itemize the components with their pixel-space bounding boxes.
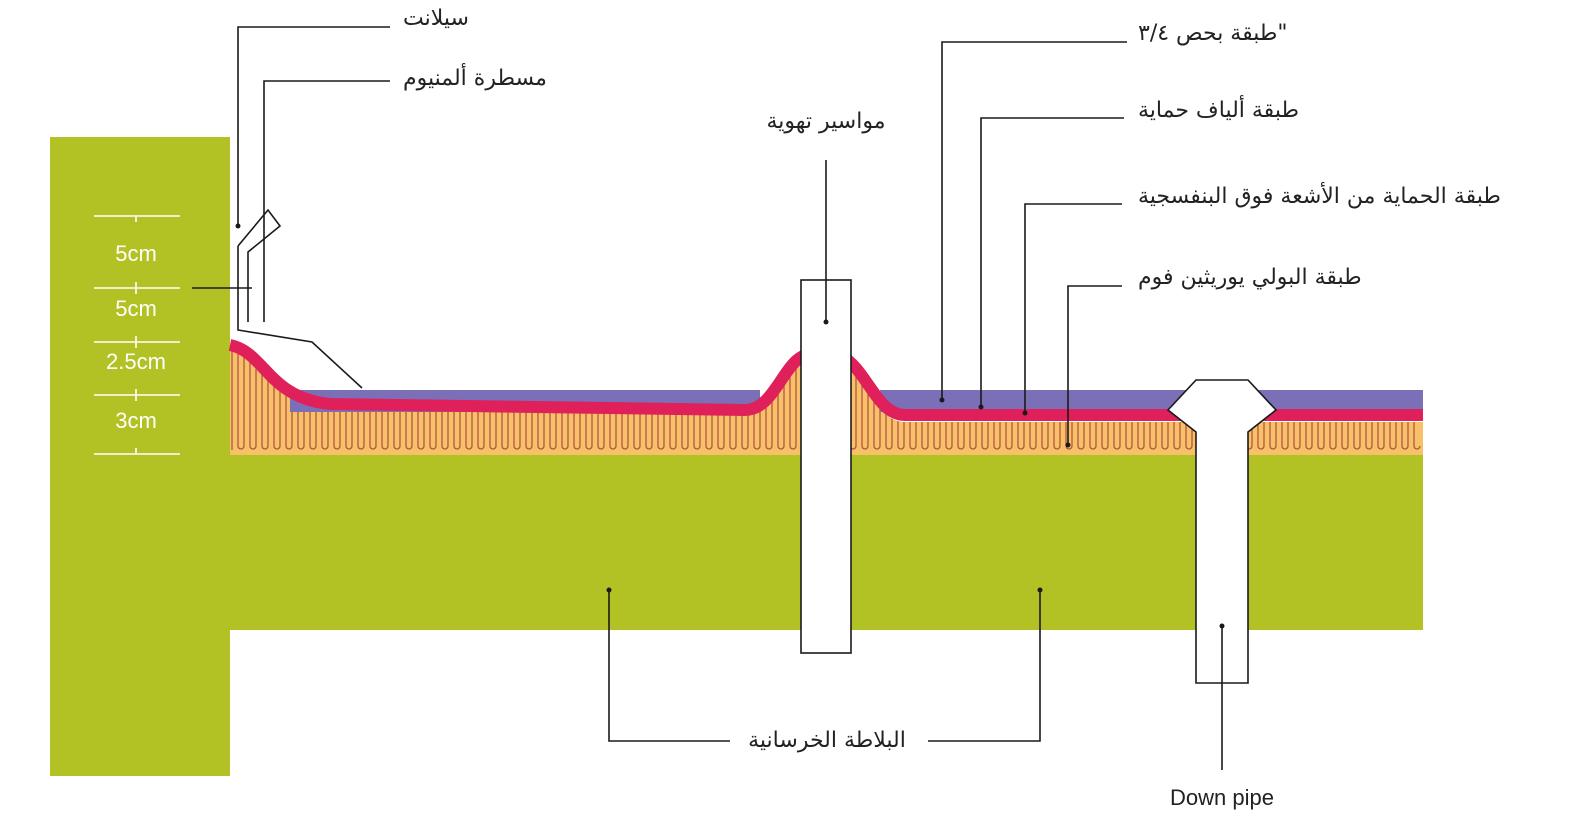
label-aluminum-ruler: مسطرة ألمنيوم	[403, 63, 547, 91]
concrete-structure	[50, 137, 1423, 776]
dot-slab-left	[606, 587, 612, 593]
leader-lines	[237, 26, 1223, 770]
dim-label-1: 5cm	[115, 241, 157, 266]
dot-vent	[823, 319, 829, 325]
gravel-layer-right	[880, 390, 1423, 412]
leader-aluminum	[263, 80, 390, 322]
label-vent-pipes: مواسير تهوية	[766, 109, 885, 134]
label-protective-fiber: طبقة ألياف حماية	[1138, 95, 1299, 123]
label-sealant: سيلانت	[403, 6, 469, 31]
leader-slab-left	[608, 590, 730, 742]
vent-pipe	[800, 279, 852, 654]
dot-fiber	[978, 404, 984, 410]
leader-foam	[1067, 285, 1122, 445]
label-concrete-slab: البلاطة الخرسانية	[748, 728, 906, 753]
uv-protection-layer	[228, 339, 1423, 421]
leader-slab-right	[928, 590, 1041, 742]
dot-uv	[1022, 410, 1028, 416]
dim-label-4: 3cm	[115, 408, 157, 433]
dim-label-2: 5cm	[115, 296, 157, 321]
dot-gravel	[939, 397, 945, 403]
dot-slab-right	[1037, 587, 1043, 593]
dot-foam	[1065, 442, 1071, 448]
leader-dots	[235, 223, 1225, 629]
leader-gravel	[941, 41, 1127, 400]
leader-fiber	[980, 117, 1124, 407]
label-down-pipe: Down pipe	[1170, 785, 1274, 810]
label-gravel: طبقة بحص ٣/٤"	[1138, 21, 1288, 46]
down-pipe	[1166, 379, 1278, 684]
label-pu-foam: طبقة البولي يوريثين فوم	[1138, 265, 1362, 290]
dim-label-3: 2.5cm	[106, 349, 166, 374]
label-uv-protection: طبقة الحماية من الأشعة فوق البنفسجية	[1138, 182, 1501, 209]
dot-downpipe	[1219, 623, 1225, 629]
dimension-scale: 5cm 5cm 2.5cm 3cm	[94, 215, 180, 455]
leader-uv	[1024, 203, 1122, 413]
dot-sealant	[235, 223, 241, 229]
leader-sealant	[237, 26, 390, 226]
